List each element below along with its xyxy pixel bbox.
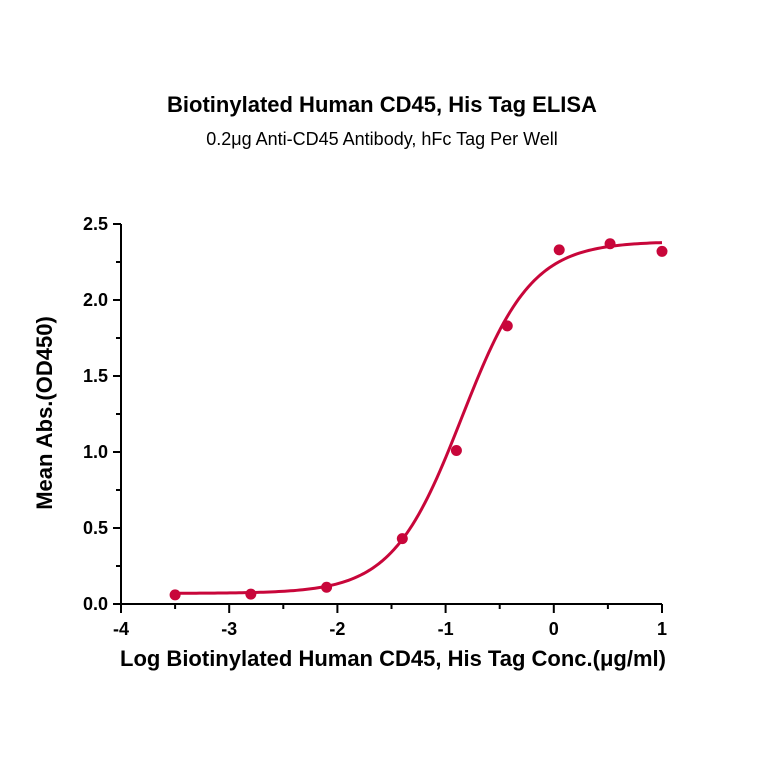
fit-curve [175, 241, 663, 595]
data-points-layer [169, 238, 668, 601]
y-tick-label: 1.5 [83, 366, 108, 386]
y-tick-label: 0.5 [83, 518, 108, 538]
data-point [321, 581, 333, 593]
y-tick-label: 2.5 [83, 214, 108, 234]
data-point [245, 588, 257, 600]
data-point [169, 589, 181, 601]
chart-title: Biotinylated Human CD45, His Tag ELISA [167, 92, 597, 117]
x-axis-label: Log Biotinylated Human CD45, His Tag Con… [120, 646, 666, 671]
data-point [450, 444, 462, 456]
data-point [553, 244, 565, 256]
y-tick-label: 1.0 [83, 442, 108, 462]
data-point [501, 320, 513, 332]
x-tick-label: 1 [657, 619, 667, 639]
fit-curve-layer [175, 241, 663, 595]
x-tick-label: 0 [549, 619, 559, 639]
y-tick-label: 2.0 [83, 290, 108, 310]
data-point [656, 245, 668, 257]
x-tick-label: -4 [113, 619, 129, 639]
axes: 0.0 0.5 1.0 1.5 2.0 2.5 -4 -3 -2 -1 0 1 [83, 214, 667, 639]
data-point [396, 533, 408, 545]
x-tick-label: -2 [329, 619, 345, 639]
y-axis-label: Mean Abs.(OD450) [32, 316, 57, 510]
x-tick-label: -1 [438, 619, 454, 639]
x-tick-label: -3 [221, 619, 237, 639]
data-point [604, 238, 616, 250]
chart-subtitle: 0.2μg Anti-CD45 Antibody, hFc Tag Per We… [206, 129, 558, 149]
y-tick-label: 0.0 [83, 594, 108, 614]
